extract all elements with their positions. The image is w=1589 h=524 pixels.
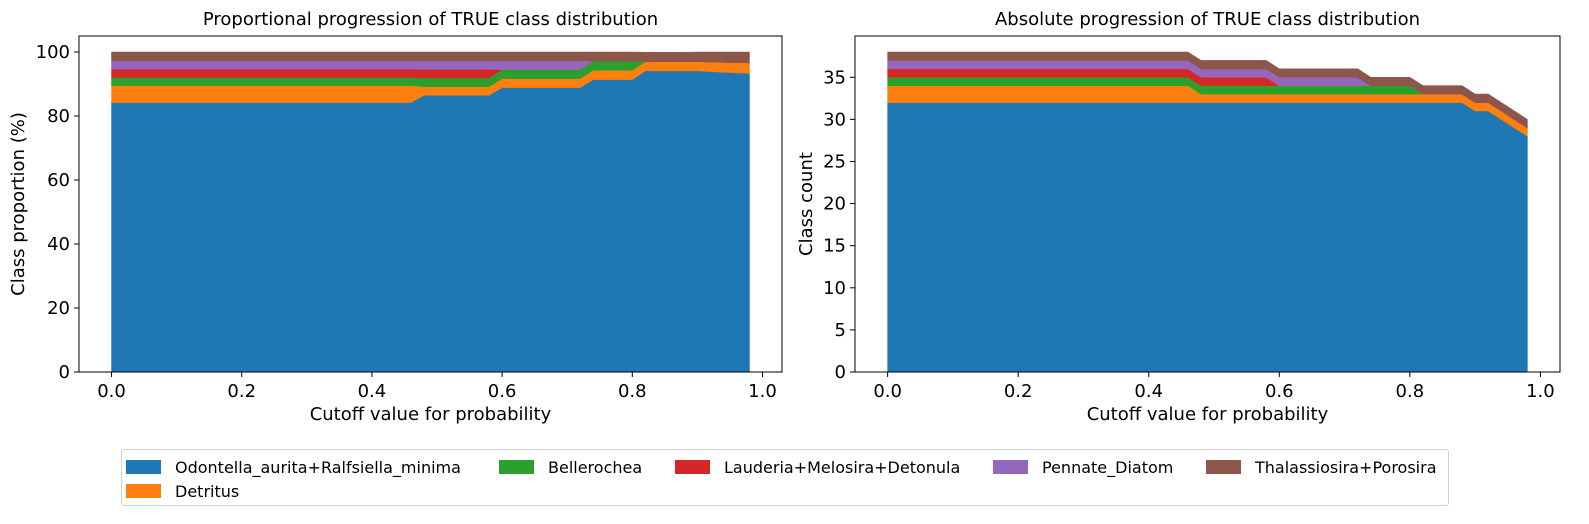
right-y-tick-label: 15 (823, 236, 846, 257)
left-x-tick-label: 0.2 (227, 381, 256, 402)
left-chart-title: Proportional progression of TRUE class d… (203, 9, 658, 30)
left-y-tick-label: 40 (47, 234, 70, 255)
legend-swatch-detritus (126, 484, 161, 498)
left-y-axis-label: Class proportion (%) (8, 112, 29, 296)
left-chart: 0.0 0.2 0.4 0.6 0.8 1.0 0 20 40 60 80 100 Proportion… (8, 9, 783, 425)
left-plot-frame (78, 35, 783, 373)
right-x-tick-label: 0.2 (1004, 381, 1033, 402)
legend-item-lauderia: Lauderia+Melosira+Detonula (675, 456, 960, 478)
right-area-thalassiosira (887, 51, 1528, 129)
left-x-axis-label: Cutoff value for probability (310, 404, 552, 425)
legend-swatch-odontella (126, 460, 161, 474)
left-x-tick-label: 0.6 (488, 381, 517, 402)
legend-label-odontella: Odontella_aurita+Ralfsiella_minima (175, 457, 461, 477)
right-chart-title: Absolute progression of TRUE class distr… (995, 9, 1420, 30)
right-y-tick-label: 5 (835, 320, 846, 341)
right-area-odontella (887, 102, 1528, 373)
left-y-tick-label: 80 (47, 106, 70, 127)
right-x-tick-label: 0.0 (873, 381, 902, 402)
left-area-odontella (111, 70, 750, 373)
right-x-tick-label: 0.6 (1265, 381, 1294, 402)
right-y-tick-label: 20 (823, 194, 846, 215)
left-y-tick-label: 60 (47, 170, 70, 191)
legend-item-bellerochea: Bellerochea (499, 456, 642, 478)
right-x-axis-label: Cutoff value for probability (1087, 404, 1329, 425)
legend-swatch-thalassiosira (1206, 460, 1241, 474)
legend-item-pennate: Pennate_Diatom (993, 456, 1173, 478)
legend-label-detritus: Detritus (175, 481, 240, 501)
left-x-tick-label: 1.0 (748, 381, 777, 402)
left-x-tick-label: 0.4 (358, 381, 387, 402)
legend-label-lauderia: Lauderia+Melosira+Detonula (724, 457, 961, 477)
legend-label-thalassiosira: Thalassiosira+Porosira (1255, 457, 1437, 477)
legend: Odontella_aurita+Ralfsiella_minima Detri… (121, 449, 1449, 506)
right-y-tick-label: 10 (823, 278, 846, 299)
legend-item-detritus: Detritus (126, 480, 239, 502)
right-x-tick-label: 0.4 (1134, 381, 1163, 402)
right-y-tick-label: 30 (823, 109, 846, 130)
right-x-tick-label: 1.0 (1526, 381, 1555, 402)
legend-label-pennate: Pennate_Diatom (1042, 457, 1174, 477)
legend-swatch-pennate (993, 460, 1028, 474)
legend-item-odontella: Odontella_aurita+Ralfsiella_minima (126, 456, 461, 478)
legend-item-thalassiosira: Thalassiosira+Porosira (1206, 456, 1437, 478)
right-y-tick-label: 35 (823, 67, 846, 88)
left-y-tick-label: 100 (36, 42, 70, 63)
legend-label-bellerochea: Bellerochea (548, 457, 643, 477)
legend-swatch-lauderia (675, 460, 710, 474)
charts-canvas: 0.0 0.2 0.4 0.6 0.8 1.0020406080100Proportion… (8, 9, 1561, 425)
right-y-tick-label: 0 (835, 362, 846, 383)
right-y-tick-label: 25 (823, 151, 846, 172)
right-x-tick-label: 0.8 (1396, 381, 1425, 402)
left-y-tick-label: 0 (59, 362, 70, 383)
right-chart: 0.0 0.2 0.4 0.6 0.8 1.0 0 5 10 15 20 25 30 35 Absolute… (796, 9, 1561, 425)
right-y-axis-label: Class count (796, 152, 817, 256)
legend-swatch-bellerochea (499, 460, 534, 474)
left-x-tick-label: 0.8 (618, 381, 647, 402)
left-y-tick-label: 20 (47, 298, 70, 319)
left-x-tick-label: 0.0 (97, 381, 126, 402)
left-area-thalassiosira (111, 51, 750, 64)
